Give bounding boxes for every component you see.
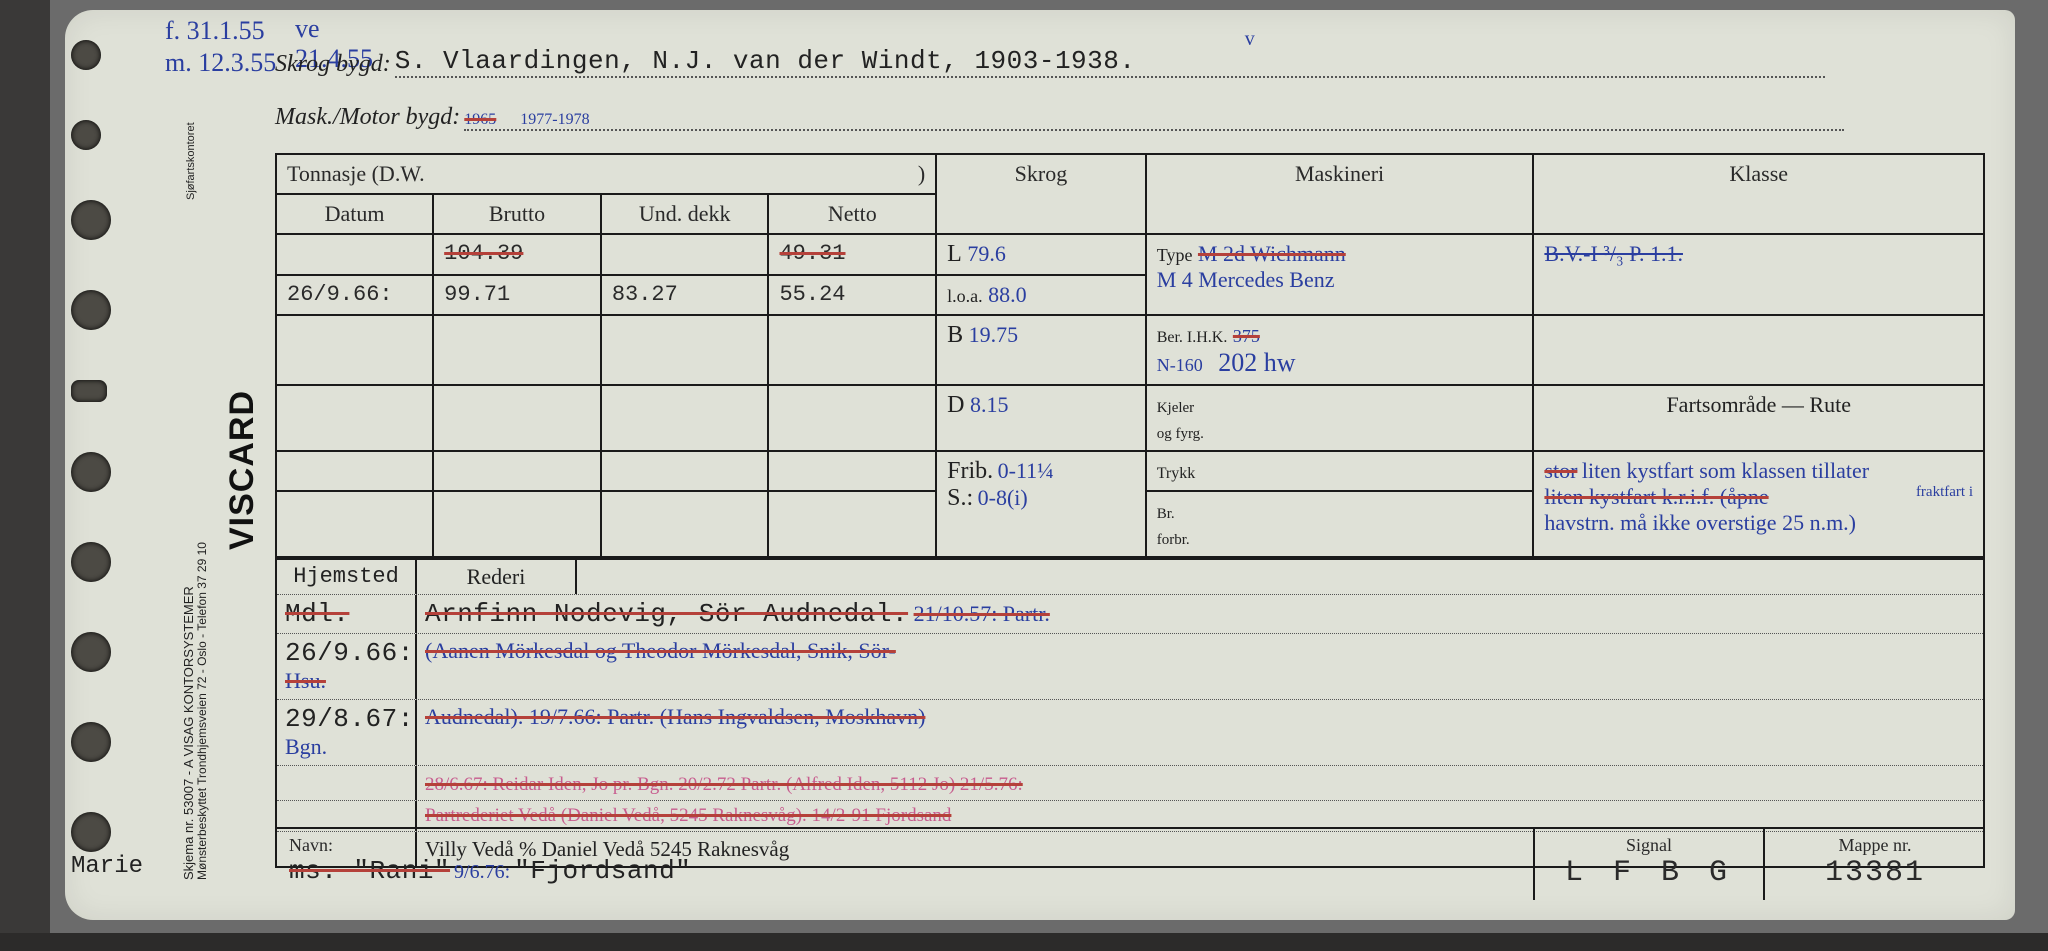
type-label: Type [1157,245,1193,265]
r1-und [601,234,769,275]
maskineri-header: Maskineri [1146,154,1534,234]
scan-edge-bottom [0,933,2048,951]
navn-label: Navn: [289,835,1519,856]
mask-value: 1977-1978 [520,111,589,128]
form-area: Skrog bygd: S. Vlaardingen, N.J. van der… [275,40,1985,900]
r2-hjem: Hsu. [285,668,326,693]
top-anno-1: f. 31.1.55 [165,16,265,45]
scan-edge-left [0,0,50,951]
type-struck: M 2d Wichmann [1198,241,1346,266]
D-val: 8.15 [970,392,1009,417]
navn-date: 9/6.76: [454,861,510,883]
klasse-header: Klasse [1533,154,1984,234]
navn-struck: ms. "Rani" [289,856,450,886]
B-val: 19.75 [969,322,1019,347]
r2-text: (Aanen Mörkesdal og Theodor Mörkesdal, S… [425,638,896,663]
r3-text: Audnedal). 19/7.66: Partr. (Hans Ingvald… [425,704,925,729]
farts-label: Fartsområde — Rute [1533,385,1984,451]
owner-row-2: 26/9.66: Hsu. (Aanen Mörkesdal og Theodo… [277,633,1983,699]
r1-netto: 49.31 [779,241,845,266]
r3-date: 29/8.67: [285,704,414,734]
ber-label: Ber. I.H.K. [1157,329,1228,346]
r2-date: 26/9.66: [285,638,414,668]
type-value: M 4 Mercedes Benz [1157,267,1335,292]
brand-logo: VISCARD [223,390,262,550]
farts-side: fraktfart i [1916,484,1973,501]
r5-text: Partrederiet Vedå (Daniel Vedå, 5245 Rak… [425,805,951,826]
loa-label: l.o.a. [947,286,983,306]
owners-block: Hjemsted Rederi Mdl. Arnfinn Nodevig, Sö… [275,558,1985,868]
r4-text: 28/6.67: Reidar Iden, Jo pr. Bgn. 20/2.7… [425,774,1023,795]
tonnasje-header: Tonnasje (D.W. [287,161,425,186]
mask-struck: 1965 [464,111,496,128]
mappe-value: 13381 [1825,856,1925,890]
r2-und: 83.27 [601,275,769,315]
rederi-label: Rederi [417,560,577,594]
D-label: D [947,392,964,418]
side-print: VISCARD Skjema nr. 53007 - A VISAG KONTO… [135,10,255,920]
S-val: 0-8(i) [978,485,1028,510]
skrog-bygd-label: Skrog bygd: [275,51,391,77]
caret-insert: v [1245,28,1255,51]
hjemsted-label: Hjemsted [277,560,417,594]
side-line-1: Skjema nr. 53007 - A VISAG KONTORSYSTEME… [181,586,196,880]
farts-line3: havstrn. må ikke overstige 25 n.m.) [1544,510,1856,535]
r1-datum [276,234,433,275]
col-und: Und. dekk [601,194,769,234]
owner-row-1: Mdl. Arnfinn Nodevig, Sör-Audnedal. 21/1… [277,594,1983,633]
ber-val: 202 hw [1218,348,1295,377]
L-label: L [947,241,962,267]
col-netto: Netto [768,194,936,234]
r2-datum: 26/9.66: [276,275,433,315]
marie-label: Marie [71,853,143,880]
side-tiny: Sjøfartskontoret [185,122,197,200]
top-anno-2: m. 12.3.55 [165,48,276,78]
owner-row-3: 29/8.67: Bgn. Audnedal). 19/7.66: Partr.… [277,699,1983,765]
signal-value: L F B G [1565,856,1733,890]
farts-line1: liten kystfart som klassen tillater [1582,458,1869,483]
bottom-bar: Navn: ms. "Rani" 9/6.76: "Fjordsand" Sig… [275,827,1985,900]
trykk-label: Trykk [1157,465,1196,482]
index-card: VISCARD Skjema nr. 53007 - A VISAG KONTO… [65,10,2015,920]
br-label: Br. forbr. [1157,506,1190,548]
S-label: S.: [947,485,973,511]
ber-n: N-160 [1157,355,1203,375]
frib-val: 0-11¼ [998,458,1054,483]
side-line-2: Mønsterbeskyttet Trondhjemsveien 72 - Os… [195,542,209,880]
frib-label: Frib. [947,458,993,484]
skrog-bygd-value: S. Vlaardingen, N.J. van der Windt, 1903… [395,46,1136,76]
skrog-header: Skrog [936,154,1146,234]
klasse-value: B.V.-I ³/₃ P. 1.1. [1544,241,1683,266]
signal-label: Signal [1549,835,1749,856]
r2-brutto: 99.71 [433,275,601,315]
r1-suffix: 21/10.57: Partr. [914,601,1050,626]
navn-value: "Fjordsand" [514,856,691,886]
kjeler-label: Kjeler og fyrg. [1157,400,1204,442]
B-label: B [947,322,963,348]
r2-netto: 55.24 [768,275,936,315]
mask-motor-label: Mask./Motor bygd: [275,104,460,130]
ber-struck: 375 [1233,326,1260,346]
farts-line2: liten kystfart k.r.i.f. (åpne [1544,484,1768,509]
r1-hjem: Mdl. [285,599,349,629]
punch-holes [71,40,111,902]
tonnasje-close: ) [918,161,925,187]
r1-brutto: 104.39 [444,241,523,266]
r1-text: Arnfinn Nodevig, Sör-Audnedal. [425,599,908,629]
r3-hjem: Bgn. [285,734,327,759]
col-datum: Datum [276,194,433,234]
col-brutto: Brutto [433,194,601,234]
top-annotations: f. 31.1.55 ve 21.4.55 m. 12.3.55 [165,16,276,78]
mappe-label: Mappe nr. [1779,835,1971,856]
main-table: Tonnasje (D.W. ) Skrog Maskineri Klasse … [275,153,1985,558]
loa-val: 88.0 [988,282,1027,307]
farts-struck: stor [1544,458,1577,483]
L-val: 79.6 [967,241,1006,266]
owner-row-4: 28/6.67: Reidar Iden, Jo pr. Bgn. 20/2.7… [277,765,1983,800]
